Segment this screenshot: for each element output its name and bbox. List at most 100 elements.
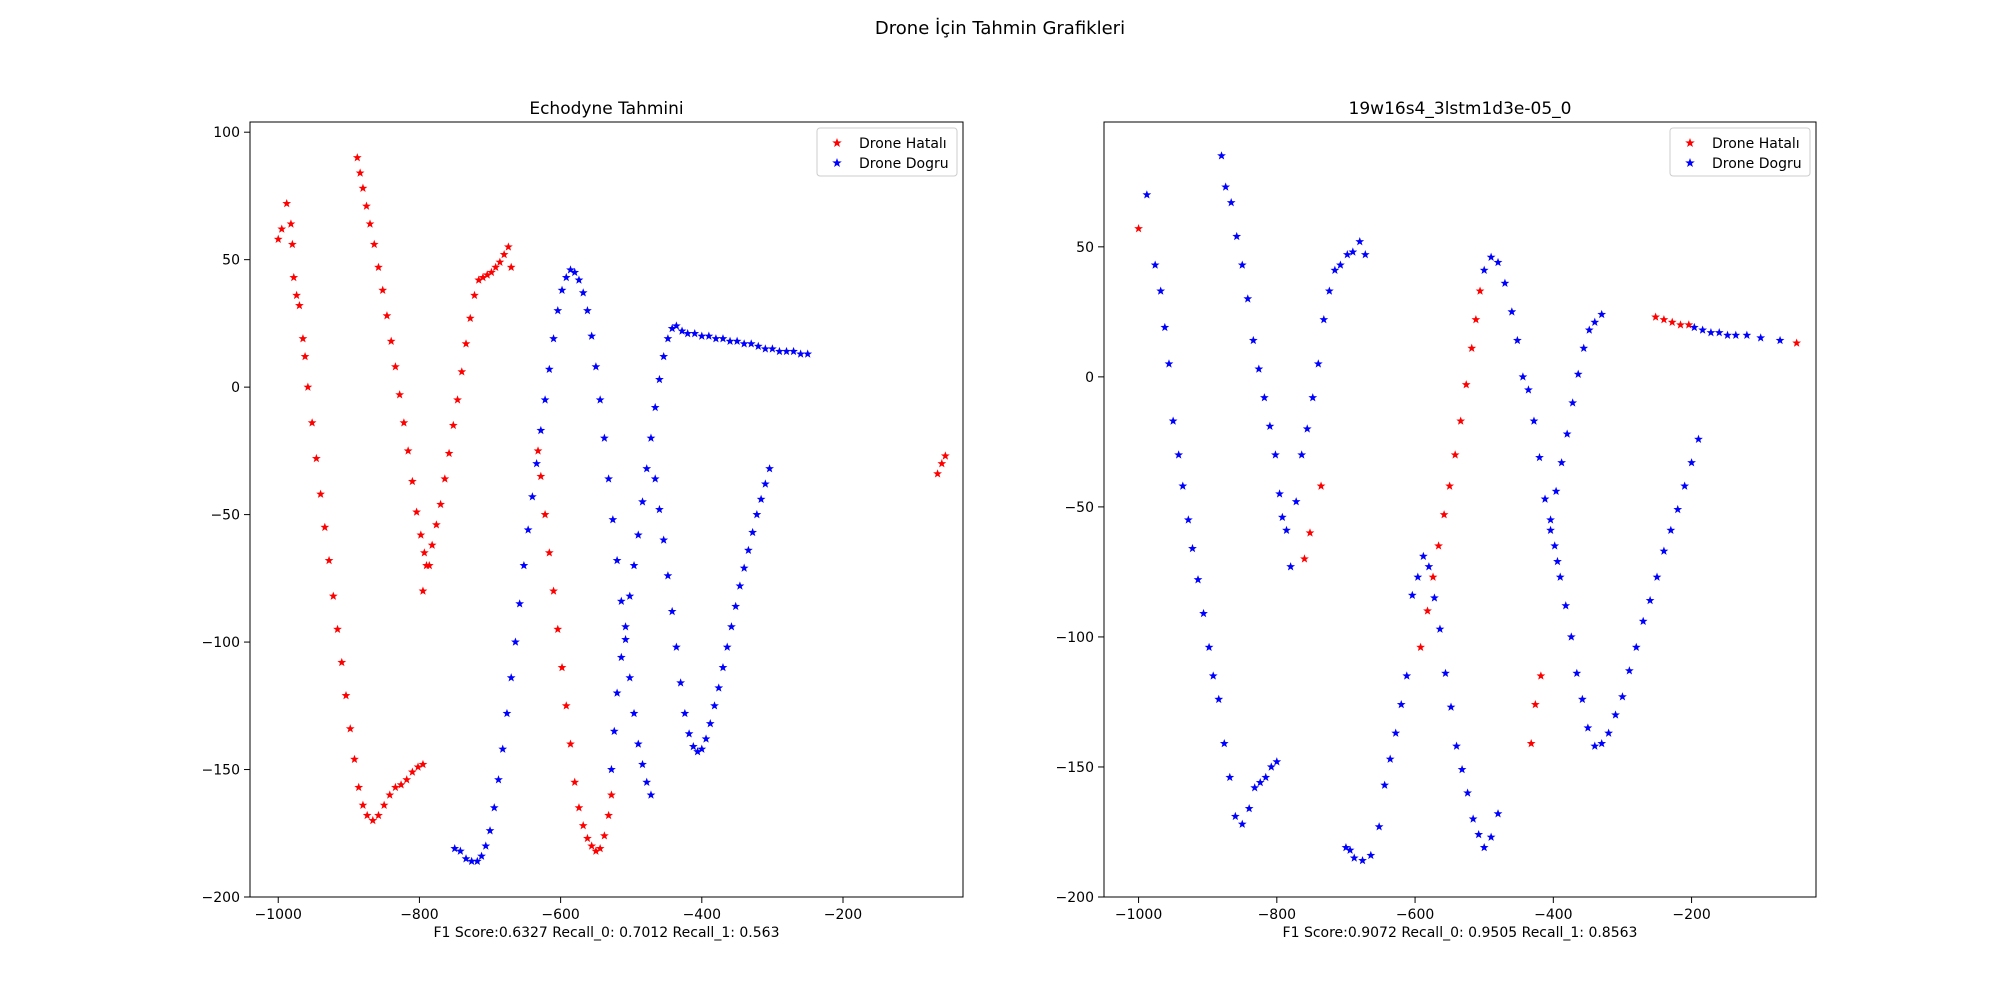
right-series-1-point [1341,842,1351,852]
right-series-0-point [1475,286,1485,295]
left-series-0-point [561,701,571,710]
left-series-1-point [566,265,575,274]
right-series-1-point [1302,424,1312,433]
right-series-1-point [1706,328,1716,337]
right-legend-box [1669,127,1811,177]
right-series-1-point [1219,738,1229,748]
left-series-1-point [625,673,635,682]
left-series-1-point [697,744,707,753]
right-series-1-point [1566,632,1576,641]
left-series-0-point [358,800,368,809]
left-series-1-point [477,851,486,860]
right-series-1-point [1225,772,1235,782]
left-series-1-point [583,306,592,315]
right-series-1 [1142,151,1785,865]
left-y-tick-label: −100 [202,635,240,651]
left-series-0-point [583,833,592,843]
right-series-1-point [1577,694,1587,704]
right-series-1-point [1230,811,1240,821]
left-series-1-point [680,708,690,718]
left-series-1-point [697,331,707,340]
left-series-0-point [391,362,400,371]
left-x-tick-label: −1000 [255,907,302,923]
right-series-1-point [1237,819,1247,828]
right-series-1-point [1221,182,1231,191]
left-x-tick-label: −800 [400,907,438,923]
left-series-1-point [595,395,605,404]
right-series-0-point [1428,572,1438,581]
right-series-1-point [1551,486,1561,496]
right-series-1-point [1645,595,1655,605]
right-series-1-point [1250,783,1260,792]
right-series-1-point [1355,237,1365,246]
right-series-1-point [1518,372,1528,381]
left-y-tick-label: 0 [231,380,240,396]
left-series-0-point [604,810,613,820]
left-series-0-point [504,242,513,251]
left-series-1-point [609,726,619,736]
left-series-0-point [600,831,609,840]
left-plot: Echodyne Tahmini−1000 −800 −600 −400 −200−20… [202,99,964,941]
left-plot-title: Echodyne Tahmini [529,99,683,119]
left-series-1-point [574,275,584,284]
left-series-1-point [789,346,798,356]
right-series-1-point [1597,738,1607,748]
right-series-0-point [1792,338,1802,347]
left-series-1-point [549,334,558,343]
left-series-0-point [311,453,321,463]
right-series-1-point [1579,343,1589,352]
left-series-0-point [365,219,375,228]
right-series-1-point [1463,788,1472,797]
right-y-tick-label: −150 [1056,760,1094,776]
left-series-0-point [412,507,421,516]
left-series-1-point [683,329,693,338]
right-series-1-point [1611,710,1620,719]
left-series-0-point [282,198,292,208]
left-series-1-point [607,764,616,774]
right-series-1-point [1568,398,1578,407]
left-series-1-point [756,494,766,504]
left-series-1-point [616,596,626,605]
right-series-1-point [1358,855,1367,865]
right-y-tick-label: 50 [1076,240,1094,256]
right-series-1-point [1583,723,1593,732]
figure-title: Drone İçin Tahmin Grafikleri [874,18,1126,39]
right-series-1-point [1584,325,1594,334]
right-series-1-point [1254,364,1264,373]
right-series-1-point [1435,624,1445,633]
left-series-1-point [532,459,541,468]
left-series-1-point [633,530,643,539]
right-series-0-point [1526,738,1536,748]
right-series-1-point [1535,452,1544,462]
right-series-1-point [1561,601,1571,610]
left-series-0-point [378,285,388,294]
left-series-0-point [591,846,601,855]
right-series-1-point [1687,458,1696,467]
left-plot-area [250,122,963,897]
right-y-tick-label: 0 [1085,370,1094,386]
right-series-1-point [1430,593,1439,602]
left-series-0-point [368,815,378,825]
left-series-0-point [506,262,516,272]
left-series-1-point [485,826,495,835]
left-series-1-point [515,599,525,608]
right-series-1-point [1562,429,1572,438]
left-series-0-point [440,474,450,483]
right-series-1-point [1546,515,1555,524]
right-series-1-point [1573,369,1583,378]
right-series-1-point [1330,265,1340,274]
right-series-1-point [1261,772,1271,782]
left-series-1-point [604,474,613,483]
right-series-1-point [1553,556,1562,566]
right-series-0-point [1659,315,1669,324]
right-x-tick-label: −200 [1672,907,1710,923]
left-series-0-point [499,249,509,259]
left-series-0-point [413,762,423,771]
left-series-0-point [350,754,359,764]
left-series-1-point [718,334,728,343]
left-series-0-point [937,459,947,468]
right-series-1-point [1756,333,1766,342]
left-series-1-point [663,571,673,580]
left-series-1-point [638,497,647,506]
right-series-1-point [1271,450,1280,459]
